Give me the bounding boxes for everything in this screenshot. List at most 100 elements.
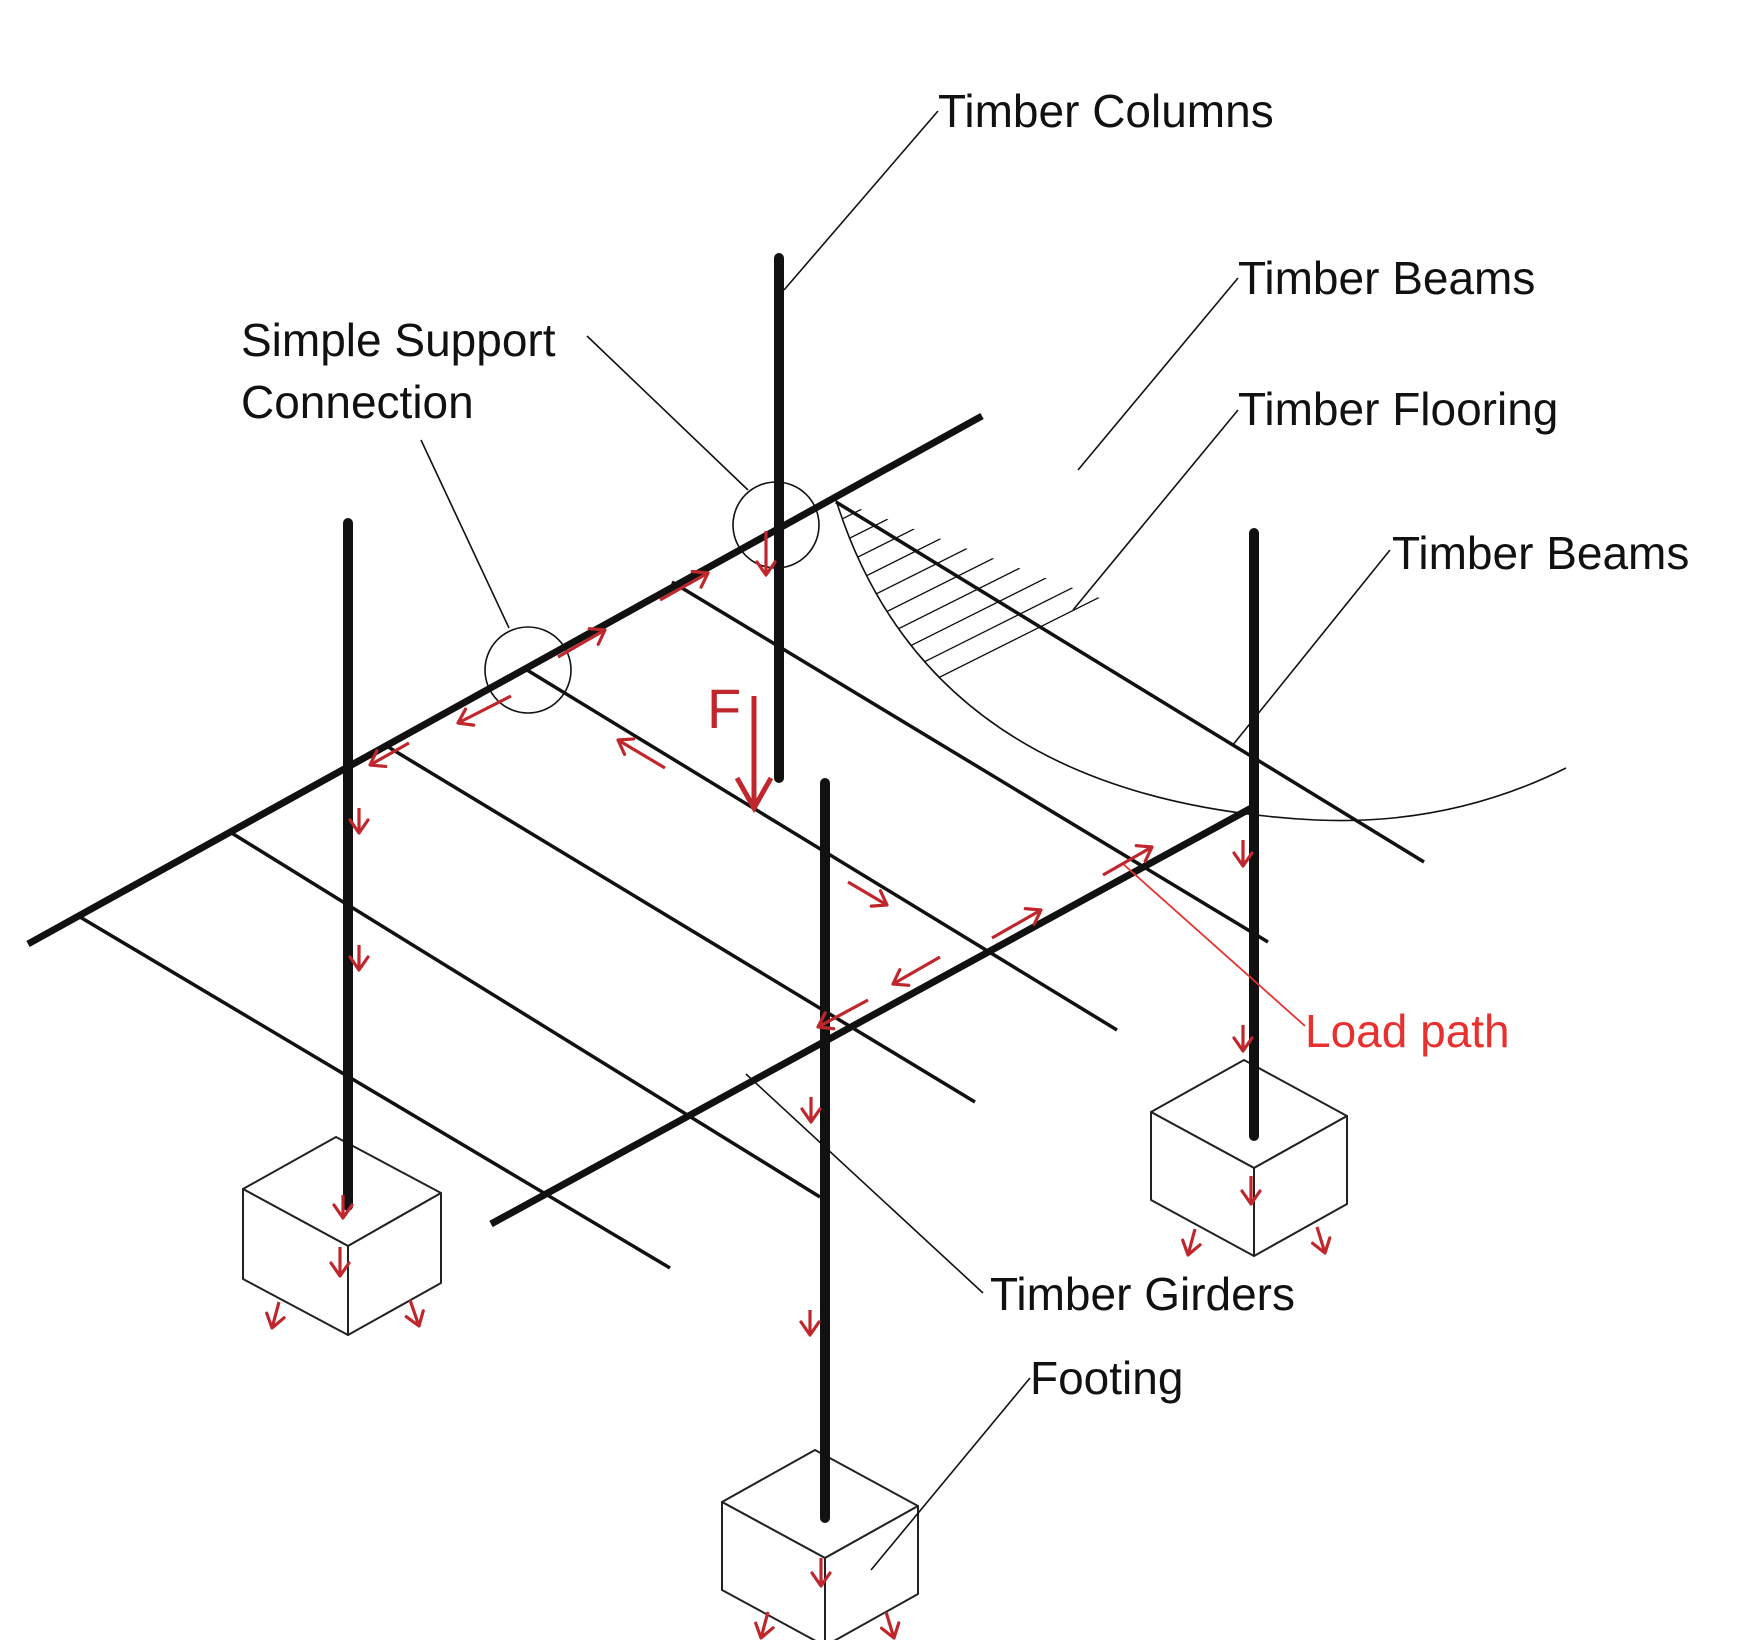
- flooring-hatch-line: [836, 500, 1557, 633]
- force-label: F: [707, 677, 741, 740]
- flooring-hatch-line: [836, 500, 1557, 610]
- load-path-arrow-shaft: [408, 1299, 421, 1327]
- leader-timber-flooring: [1072, 409, 1239, 611]
- timber-girder-back: [26, 412, 984, 948]
- timber-beams: [79, 500, 1425, 1270]
- load-path-arrow-shaft: [991, 908, 1042, 940]
- load-path-arrow-head: [879, 1621, 901, 1640]
- flooring-hatch-line: [800, 0, 1600, 11]
- leader-lines: [420, 110, 1391, 1571]
- flooring-hatch-line: [800, 0, 1600, 34]
- load-path-arrow-head: [1310, 1236, 1332, 1255]
- timber-beam-3: [384, 743, 976, 1104]
- load-path-arrow-head: [810, 1571, 832, 1588]
- load-path-arrow-head: [1232, 1036, 1254, 1053]
- flooring-hatch-line: [836, 500, 1557, 656]
- load-path-arrow-head: [404, 1309, 425, 1328]
- label-load-path: Load path: [1305, 1005, 1510, 1057]
- load-path-arrow-head: [329, 1261, 351, 1278]
- load-path-arrow: [1310, 1226, 1332, 1255]
- load-path-arrow-head: [891, 968, 911, 987]
- load-path-arrow: [329, 1247, 351, 1278]
- load-path-arrows: [265, 531, 1332, 1640]
- label-timber-columns: Timber Columns: [938, 85, 1274, 137]
- load-path-arrow: [348, 808, 370, 835]
- labels: Timber Columns Timber Beams Timber Floor…: [241, 85, 1689, 1404]
- leader-timber-beams-right: [1231, 549, 1391, 747]
- flooring-hatch-line: [800, 0, 1600, 379]
- load-path-arrow-shaft: [892, 955, 941, 986]
- load-path-arrow-shaft: [1186, 1228, 1197, 1256]
- timber-columns: [343, 253, 1259, 1523]
- applied-force: F: [707, 677, 774, 814]
- timber-beam-2: [229, 830, 821, 1199]
- leader-load-path: [1121, 862, 1306, 1027]
- timber-girders: [26, 412, 1257, 1228]
- load-path-arrow: [557, 627, 607, 659]
- load-path-arrow-head: [1240, 1189, 1262, 1206]
- load-path-arrow-shaft: [659, 571, 709, 602]
- load-path-arrow-head: [754, 1621, 775, 1640]
- leader-footing: [870, 1377, 1031, 1571]
- load-path-arrow-head: [799, 1320, 821, 1337]
- load-path-arrow: [1181, 1228, 1202, 1257]
- footings: [242, 1059, 1348, 1640]
- load-path-arrow-shaft: [270, 1301, 281, 1329]
- load-path-arrow-head: [755, 560, 777, 577]
- flooring-hatch-line: [836, 500, 1557, 679]
- load-path-arrow-head: [1232, 851, 1254, 868]
- flooring-edge: [835, 499, 1567, 822]
- load-path-arrow: [991, 907, 1043, 940]
- load-path-arrow: [332, 1195, 354, 1220]
- footing-left: [242, 1136, 442, 1336]
- load-path-arrow: [265, 1301, 286, 1330]
- label-simple-support-line2: Connection: [241, 376, 474, 428]
- load-path-arrow: [368, 741, 410, 769]
- load-path-arrow-head: [456, 707, 476, 727]
- label-simple-support-line1: Simple Support: [241, 314, 556, 366]
- load-path-arrow-shaft: [759, 1611, 770, 1639]
- load-path-arrow-head: [332, 1203, 354, 1220]
- load-path-arrow-head: [816, 1011, 836, 1031]
- load-path-arrow: [816, 998, 869, 1031]
- label-footing: Footing: [1030, 1352, 1183, 1404]
- flooring-hatch-line: [836, 500, 1557, 541]
- load-path-arrow: [659, 569, 710, 602]
- load-path-arrow-head: [690, 569, 710, 589]
- flooring-hatch-line: [836, 500, 1557, 564]
- flooring-hatch-line: [836, 500, 1557, 702]
- label-timber-flooring: Timber Flooring: [1238, 383, 1558, 435]
- load-path-arrow: [799, 1310, 821, 1337]
- load-path-arrow-head: [800, 1107, 822, 1124]
- load-path-arrow: [800, 1097, 822, 1124]
- leader-simple-support-1: [586, 335, 749, 491]
- load-path-arrow-shaft: [817, 998, 869, 1029]
- timber-beam-1: [79, 915, 671, 1270]
- load-path-arrow-shaft: [884, 1611, 896, 1639]
- support-circle-1: [484, 626, 572, 714]
- load-path-arrow-head: [348, 955, 370, 972]
- load-path-arrow-head: [368, 749, 388, 769]
- leader-timber-beams-top: [1077, 277, 1239, 471]
- load-path-arrow-head: [265, 1311, 286, 1330]
- load-path-arrow: [456, 694, 512, 727]
- load-path-arrow: [404, 1299, 425, 1328]
- load-path-arrow-head: [616, 737, 636, 756]
- support-circle-2: [732, 481, 820, 569]
- timber-beam-5: [671, 580, 1269, 944]
- leader-simple-support-2: [420, 439, 510, 629]
- load-path-arrow: [754, 1611, 775, 1640]
- load-path-arrow-shaft: [617, 738, 666, 770]
- label-timber-beams-right: Timber Beams: [1392, 527, 1689, 579]
- load-path-arrow: [616, 737, 666, 770]
- load-path-arrow: [847, 880, 889, 908]
- load-path-arrow-shaft: [457, 694, 512, 725]
- flooring-hatch-line: [800, 0, 1600, 80]
- flooring-hatch-line: [800, 2, 1600, 402]
- leader-timber-columns: [783, 110, 939, 291]
- flooring-hatch-line: [800, 0, 1600, 287]
- leader-timber-girders: [745, 1073, 984, 1294]
- load-path-arrow-head: [587, 627, 607, 646]
- load-path-arrow: [891, 955, 941, 987]
- load-path-arrow: [810, 1558, 832, 1588]
